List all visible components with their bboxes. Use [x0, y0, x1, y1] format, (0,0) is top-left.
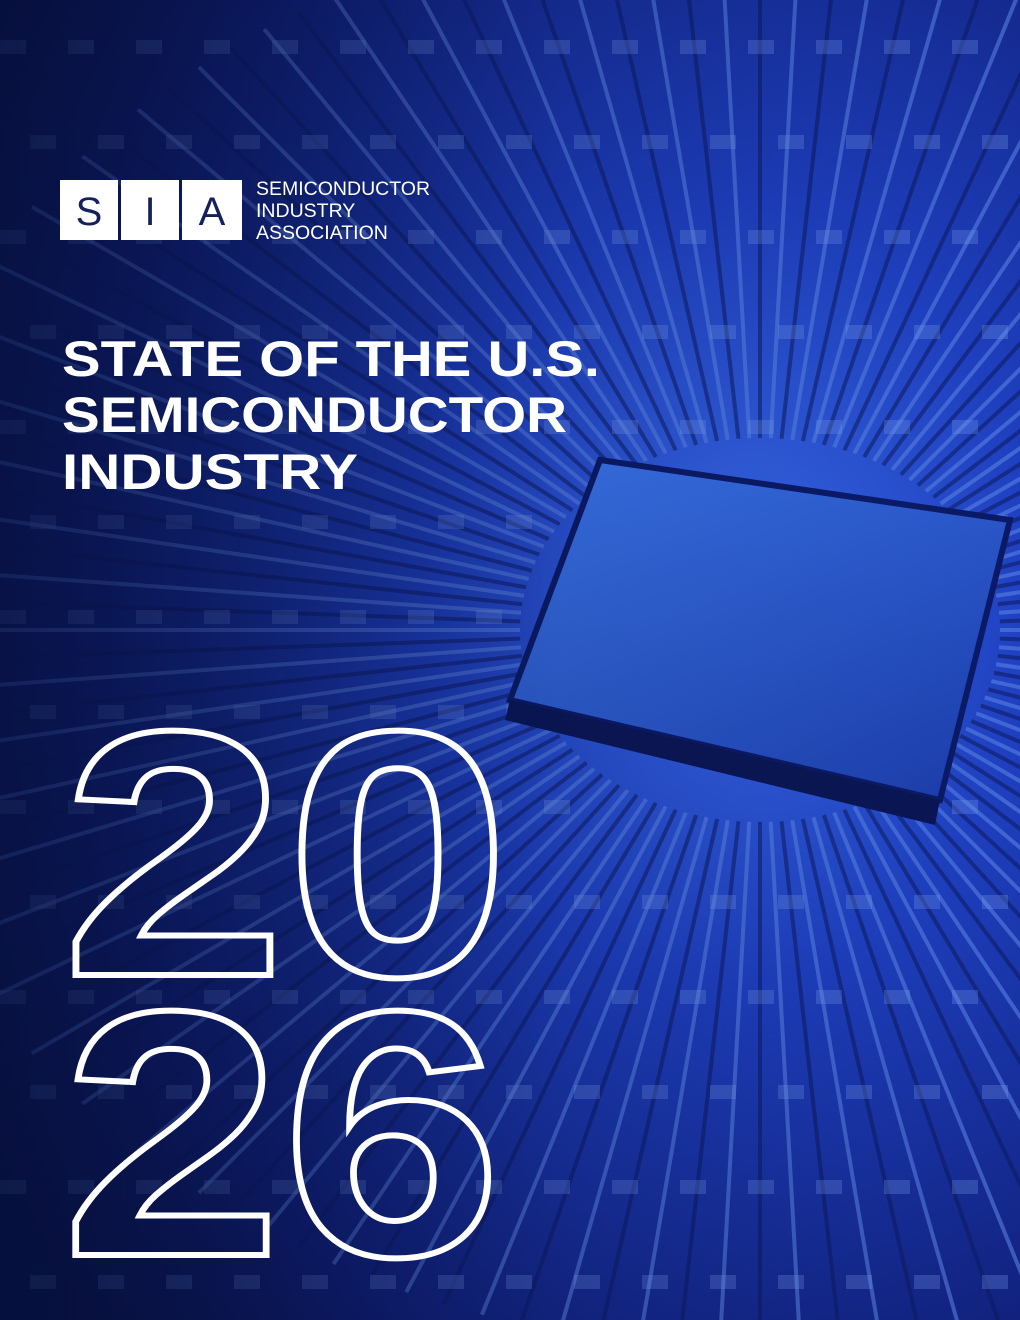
logo-name: INDUSTRY: [256, 200, 355, 222]
year-line: 26: [62, 939, 502, 1320]
title-line: STATE OF THE U.S.: [62, 331, 600, 387]
year: 20 26: [59, 656, 513, 1320]
logo: S I A SEMICONDUCTOR INDUSTRY ASSOCIATION: [60, 178, 430, 244]
title-line: INDUSTRY: [62, 444, 358, 500]
logo-name: SEMICONDUCTOR: [256, 178, 430, 200]
logo-letter: A: [199, 190, 226, 234]
logo-name: ASSOCIATION: [256, 222, 388, 244]
logo-letter: I: [144, 190, 155, 234]
logo-letter: S: [76, 190, 103, 234]
title: STATE OF THE U.S. SEMICONDUCTOR INDUSTRY: [62, 331, 600, 500]
logo-box: [121, 180, 179, 240]
title-line: SEMICONDUCTOR: [62, 387, 567, 443]
year-line: 20: [62, 659, 510, 1050]
logo-box: [60, 180, 118, 240]
logo-box: [182, 180, 242, 240]
